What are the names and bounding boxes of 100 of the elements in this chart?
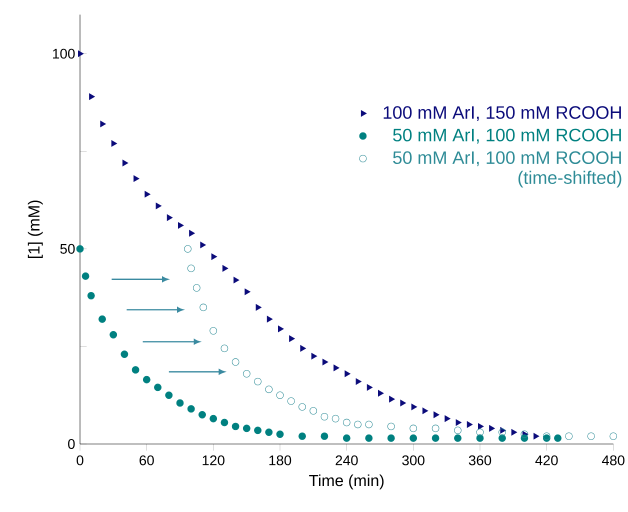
x-tick-label: 0: [76, 455, 84, 466]
point: [287, 397, 295, 405]
point: [365, 434, 373, 442]
point: [122, 160, 128, 166]
point: [610, 432, 618, 440]
point: [344, 370, 350, 378]
point: [210, 327, 218, 335]
point: [432, 434, 440, 442]
point: [320, 432, 328, 440]
point: [378, 390, 384, 397]
legend-label: 50 mM ArI, 100 mM RCOOH (time-shifted): [393, 151, 622, 188]
point: [478, 423, 484, 430]
point: [498, 428, 506, 436]
point: [198, 410, 206, 418]
point: [554, 434, 562, 442]
point: [178, 222, 184, 229]
point: [211, 253, 218, 260]
point: [82, 272, 90, 280]
point: [278, 326, 284, 332]
point: [266, 316, 273, 322]
x-tick-label: 60: [140, 455, 154, 466]
point: [154, 384, 162, 392]
point: [410, 424, 418, 432]
y-tick-label: 50: [60, 244, 75, 254]
point: [410, 434, 418, 442]
point: [184, 245, 192, 253]
point: [144, 190, 150, 198]
point: [242, 370, 250, 378]
point: [332, 414, 340, 422]
point: [76, 245, 84, 253]
point: [434, 411, 440, 418]
x-axis-title: Time (min): [309, 474, 384, 490]
point: [192, 284, 200, 292]
point: [354, 420, 362, 428]
point: [142, 376, 150, 384]
point: [132, 366, 140, 374]
point: [322, 358, 328, 366]
point: [334, 364, 340, 372]
point: [166, 214, 173, 221]
point: [476, 428, 484, 436]
point: [210, 414, 218, 422]
point: [454, 434, 462, 442]
point: [222, 265, 228, 272]
y-tick-label: 0: [68, 439, 75, 449]
point: [220, 418, 228, 426]
x-tick-label: 300: [402, 455, 424, 466]
point: [310, 407, 318, 415]
point: [187, 405, 195, 413]
point: [87, 292, 95, 300]
point: [489, 425, 495, 432]
y-axis-title: [1] (mM): [28, 200, 43, 258]
point: [389, 396, 395, 402]
point: [276, 391, 284, 399]
point: [454, 426, 462, 434]
point: [456, 419, 462, 426]
point: [411, 404, 418, 410]
point: [156, 202, 162, 210]
point: [534, 432, 540, 440]
point: [220, 344, 228, 352]
x-tick-label: 120: [202, 455, 224, 466]
legend-label: 50 mM ArI, 100 mM RCOOH: [393, 128, 621, 144]
point: [176, 399, 184, 407]
x-tick-label: 240: [336, 455, 358, 466]
point: [400, 400, 406, 406]
point: [234, 276, 240, 284]
point: [311, 352, 318, 360]
point: [498, 434, 506, 442]
point: [98, 315, 106, 323]
point: [320, 412, 328, 420]
point: [356, 378, 362, 385]
point: [244, 288, 250, 296]
point: [265, 386, 273, 394]
point: [89, 93, 95, 100]
point: [298, 432, 306, 440]
point: [276, 430, 284, 438]
point: [187, 264, 195, 272]
point: [387, 422, 395, 430]
point: [232, 422, 240, 430]
point: [342, 418, 350, 426]
point: [422, 408, 428, 414]
point: [256, 304, 262, 311]
point: [254, 378, 262, 386]
point: [165, 391, 173, 399]
point: [120, 350, 128, 358]
point: [189, 230, 195, 237]
point: [565, 432, 573, 440]
y-tick-label: 100: [53, 48, 75, 59]
point: [476, 434, 484, 442]
point: [78, 50, 84, 57]
point: [232, 358, 240, 366]
point: [466, 421, 473, 428]
x-tick-label: 480: [602, 455, 624, 466]
point: [289, 335, 295, 342]
point: [110, 330, 118, 338]
point: [298, 403, 306, 411]
point: [265, 428, 273, 436]
legend-label: 100 mM ArI, 150 mM RCOOH: [384, 106, 621, 121]
point: [432, 424, 440, 432]
point: [444, 415, 450, 422]
point: [200, 304, 208, 312]
